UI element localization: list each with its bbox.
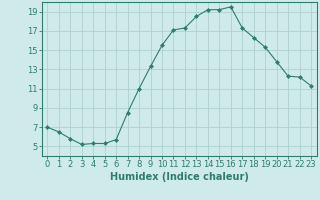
X-axis label: Humidex (Indice chaleur): Humidex (Indice chaleur) bbox=[110, 172, 249, 182]
